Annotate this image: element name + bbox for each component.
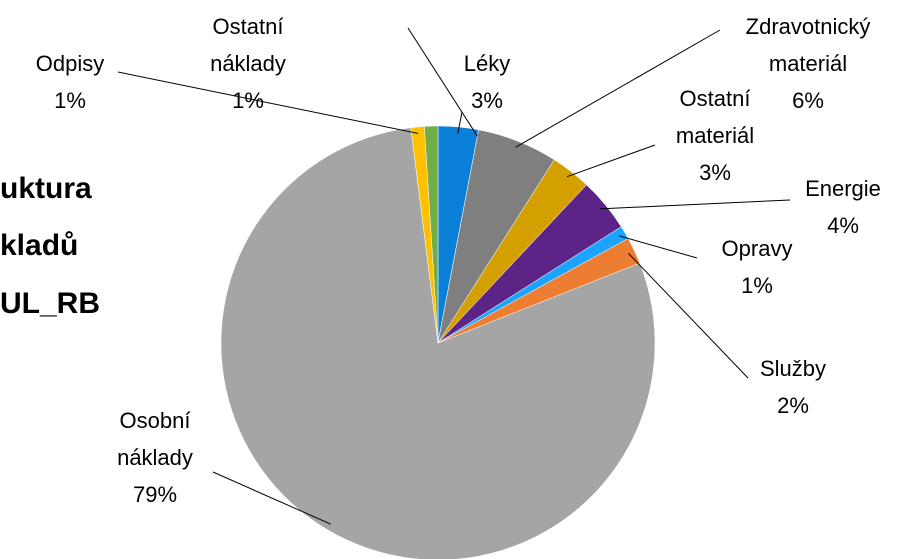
slice-value-label: 6% — [792, 88, 824, 113]
leader-line — [600, 199, 791, 210]
slice-label: Odpisy — [35, 51, 105, 76]
slice-label: Ostatní materiál — [675, 86, 755, 148]
chart-title: uktura — [0, 172, 92, 205]
slice-label: Léky — [463, 51, 511, 76]
leader-line — [212, 471, 332, 525]
slice-value-label: 3% — [471, 88, 503, 113]
leader-line — [619, 235, 698, 259]
slice-value-label: 79% — [132, 482, 178, 507]
slice-value-label: 1% — [741, 273, 773, 298]
leader-line — [628, 253, 749, 379]
slice-label: Služby — [759, 356, 827, 381]
slice-label: Osobní náklady — [117, 408, 193, 470]
slice-label: Zdravotnický materiál — [745, 14, 871, 76]
slice-label: Ostatní náklady — [210, 14, 286, 76]
leader-line — [407, 27, 478, 137]
leader-line — [566, 144, 656, 178]
chart-title: kladů — [0, 229, 79, 262]
leader-line — [515, 29, 721, 148]
slice-value-label: 4% — [827, 213, 859, 238]
leader-line — [457, 111, 463, 134]
pie-slice — [424, 125, 439, 344]
pie-slice — [220, 127, 656, 559]
slice-value-label: 1% — [54, 88, 86, 113]
chart-title: UL_RB — [0, 287, 101, 320]
slice-label: Energie — [805, 176, 881, 201]
leader-line — [117, 71, 419, 134]
slice-value-label: 1% — [232, 88, 264, 113]
slice-value-label: 2% — [777, 393, 809, 418]
slice-label: Opravy — [721, 236, 793, 261]
slice-value-label: 3% — [699, 160, 731, 185]
